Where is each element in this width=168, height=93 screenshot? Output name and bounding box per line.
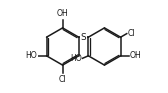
Text: Cl: Cl [128,29,135,38]
Text: HO: HO [25,51,37,60]
Text: S: S [81,33,86,42]
Text: HO: HO [70,54,82,63]
Text: OH: OH [130,51,141,60]
Text: OH: OH [57,9,69,18]
Text: Cl: Cl [59,75,66,84]
